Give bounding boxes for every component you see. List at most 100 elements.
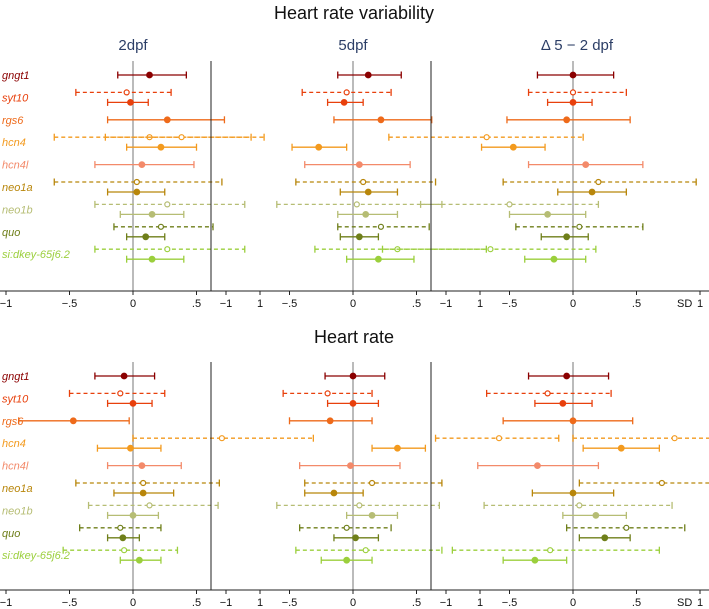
point-estimate-open xyxy=(362,547,369,554)
panel-title: Heart rate xyxy=(314,327,394,347)
x-tick-label: −1 xyxy=(440,597,453,609)
point-estimate-open xyxy=(356,502,363,509)
x-tick-label: 0 xyxy=(350,597,356,609)
x-tick-label: −1 xyxy=(440,298,453,310)
point-estimate-filled xyxy=(135,556,143,564)
x-tick-label: −1 xyxy=(0,298,12,310)
point-estimate-filled xyxy=(119,534,127,542)
point-estimate-filled xyxy=(563,116,571,124)
x-tick-label: −1 xyxy=(0,597,12,609)
x-tick-label: .5 xyxy=(412,298,421,310)
point-estimate-filled xyxy=(120,372,128,380)
point-estimate-open xyxy=(595,178,602,186)
point-estimate-open xyxy=(178,134,185,141)
point-estimate-open xyxy=(343,89,350,96)
x-tick-label: 1 xyxy=(257,597,263,609)
point-estimate-open xyxy=(123,89,130,96)
x-tick-label: .5 xyxy=(192,597,201,609)
point-estimate-filled xyxy=(127,444,134,452)
point-estimate-open xyxy=(377,223,385,230)
point-estimate-filled xyxy=(617,444,625,452)
gene-label: rgs6 xyxy=(2,115,24,127)
point-estimate-open xyxy=(360,178,367,186)
point-estimate-open xyxy=(544,390,551,397)
point-estimate-filled xyxy=(375,255,382,263)
point-estimate-filled xyxy=(343,556,351,564)
point-estimate-open xyxy=(487,246,494,253)
gene-label: syt10 xyxy=(2,393,29,405)
x-tick-label: −.5 xyxy=(502,298,518,310)
point-estimate-open xyxy=(343,524,350,531)
x-tick-label: 1 xyxy=(257,298,263,310)
gene-label: si:dkey-65j6.2 xyxy=(2,249,70,261)
gene-label: syt10 xyxy=(2,92,29,104)
point-estimate-filled xyxy=(544,210,551,218)
point-estimate-filled xyxy=(362,210,370,218)
x-tick-label: 0 xyxy=(570,597,576,609)
point-estimate-open xyxy=(368,479,376,487)
x-tick-label: 1 xyxy=(477,298,483,310)
point-estimate-filled xyxy=(355,161,363,169)
point-estimate-open xyxy=(164,201,171,208)
x-axis-unit-label: SD xyxy=(677,298,692,310)
x-tick-label: 0 xyxy=(350,298,356,310)
point-estimate-open xyxy=(506,201,513,208)
heart-rate-panel: Heart rate gngt1 syt10 rgs6 hcn4 hcn4l neo1a ne… xyxy=(0,327,709,609)
point-estimate-filled xyxy=(534,462,541,470)
point-estimate-filled xyxy=(330,489,338,497)
x-tick-label: .5 xyxy=(192,298,201,310)
point-estimate-filled xyxy=(601,534,609,542)
point-estimate-filled xyxy=(133,188,141,196)
point-estimate-filled xyxy=(138,161,146,169)
point-estimate-open xyxy=(547,547,554,554)
point-estimate-filled xyxy=(582,161,590,169)
point-estimate-open xyxy=(117,390,124,397)
point-estimate-filled xyxy=(559,400,567,407)
x-tick-label: .5 xyxy=(412,597,421,609)
x-tick-label: 0 xyxy=(130,298,136,310)
point-estimate-filled xyxy=(315,143,323,151)
point-estimate-filled xyxy=(127,98,134,106)
point-estimate-open xyxy=(576,502,583,509)
panel-title: Heart rate variability xyxy=(274,3,434,23)
point-estimate-filled xyxy=(349,372,357,380)
point-estimate-open xyxy=(164,246,171,253)
gene-label: gngt1 xyxy=(2,371,30,383)
point-estimate-filled xyxy=(347,462,354,470)
x-tick-label: −1 xyxy=(220,597,233,609)
x-tick-label: −.5 xyxy=(62,298,78,310)
point-estimate-open xyxy=(324,390,331,397)
column-title: 5dpf xyxy=(338,37,368,54)
point-estimate-filled xyxy=(163,116,171,124)
point-estimate-open xyxy=(569,89,577,96)
gene-label: hcn4l xyxy=(2,160,29,172)
point-estimate-filled xyxy=(588,188,596,196)
x-tick-label: −.5 xyxy=(282,597,298,609)
point-estimate-filled xyxy=(146,71,153,79)
x-tick-label: −1 xyxy=(220,298,233,310)
point-estimate-filled xyxy=(129,512,137,519)
x-tick-label: 0 xyxy=(570,298,576,310)
point-estimate-filled xyxy=(142,233,150,241)
gene-label: hcn4 xyxy=(2,438,26,450)
gene-label: quo xyxy=(2,528,20,540)
gene-label: neo1b xyxy=(2,204,33,216)
point-estimate-filled xyxy=(550,255,558,263)
point-estimate-filled xyxy=(569,98,577,106)
x-tick-label: −.5 xyxy=(502,597,518,609)
point-estimate-filled xyxy=(569,417,577,425)
heart-rate-variability-panel: Heart rate variability 2dpf 5dpf Δ 5 − 2 dp… xyxy=(0,3,709,310)
point-estimate-open xyxy=(623,524,630,531)
gene-label: neo1b xyxy=(2,505,33,517)
column-title: Δ 5 − 2 dpf xyxy=(541,37,614,54)
gene-label: si:dkey-65j6.2 xyxy=(2,550,70,562)
point-estimate-open xyxy=(121,547,128,554)
point-estimate-open xyxy=(353,201,360,208)
point-estimate-filled xyxy=(349,400,357,407)
point-estimate-filled xyxy=(394,444,401,452)
gene-label: gngt1 xyxy=(2,70,30,82)
point-estimate-filled xyxy=(138,462,146,470)
point-estimate-filled xyxy=(139,489,147,497)
gene-label: neo1a xyxy=(2,483,33,495)
